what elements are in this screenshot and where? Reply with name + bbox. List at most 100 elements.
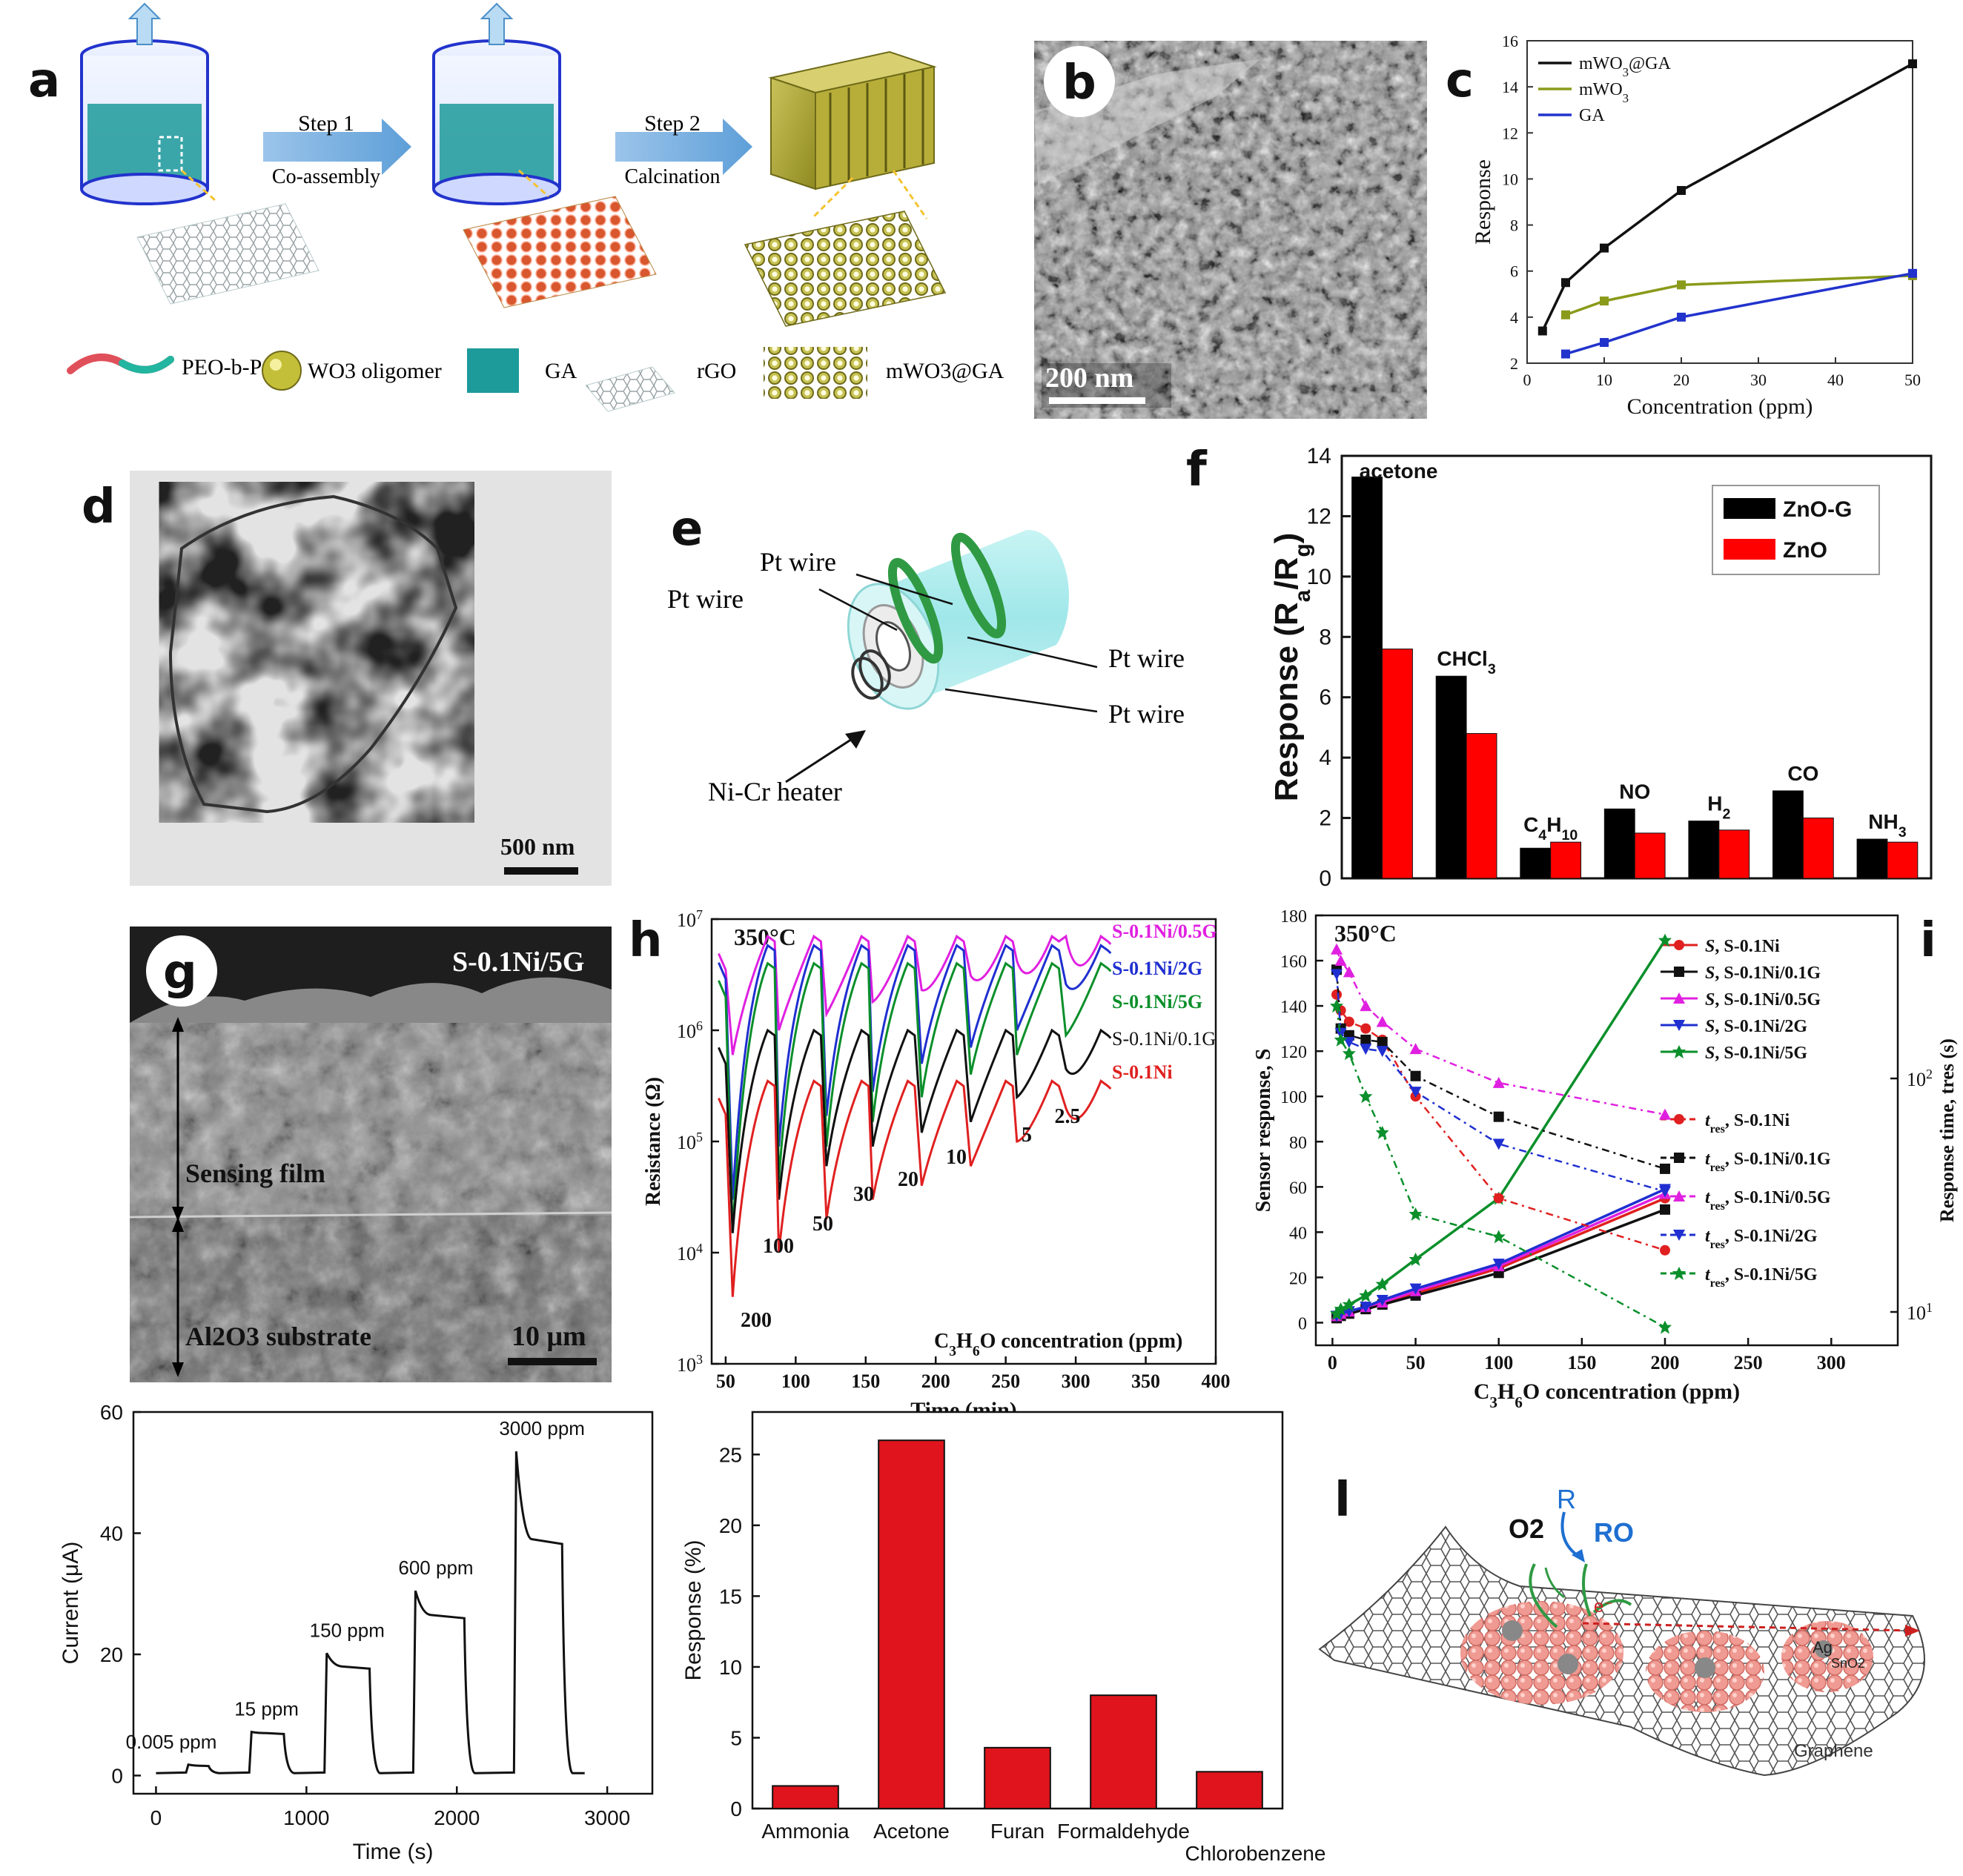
i-xtick-label: 0 bbox=[1328, 1352, 1337, 1373]
j-step-label: 0.005 ppm bbox=[126, 1731, 217, 1753]
step2-arrow: Step 2 Calcination bbox=[615, 111, 752, 188]
panel-a-legend: PEO-b-PS WO3 oligomer GA rGO mWO3@GA bbox=[67, 347, 1004, 412]
h-conc-label: 30 bbox=[853, 1183, 874, 1206]
h-xtick-label: 400 bbox=[1202, 1370, 1231, 1392]
c-ytick-label: 8 bbox=[1510, 216, 1518, 235]
panel-e-letter: e bbox=[671, 502, 703, 557]
i-legend-marker bbox=[1674, 940, 1684, 950]
f-category-label: acetone bbox=[1360, 460, 1438, 483]
f-ytick-label: 0 bbox=[1319, 866, 1331, 891]
panel-d-scale-label: 500 nm bbox=[500, 833, 575, 860]
panel-d-letter: d bbox=[82, 480, 116, 534]
i-point bbox=[1330, 999, 1344, 1013]
i-point bbox=[1375, 1126, 1389, 1140]
panel-e: e Pt wire Pt wire Pt wire Pt wire Ni-Cr … bbox=[667, 502, 1185, 806]
h-ylabel: Resistance (Ω) bbox=[642, 1077, 665, 1206]
panel-b-scale-label: 200 nm bbox=[1045, 362, 1133, 394]
c-series-line bbox=[1565, 274, 1913, 316]
k-category-label: Formaldehyde bbox=[1057, 1820, 1190, 1843]
i-point bbox=[1658, 1320, 1672, 1334]
i-series-line bbox=[1335, 1005, 1666, 1328]
i-point bbox=[1660, 1204, 1670, 1215]
f-bar bbox=[1382, 649, 1413, 879]
i-ytick-label: 180 bbox=[1280, 907, 1307, 927]
legend-ga: GA bbox=[545, 359, 577, 383]
c-xtick-label: 0 bbox=[1523, 371, 1532, 389]
k-bar bbox=[772, 1785, 839, 1809]
h-conc-label: 2.5 bbox=[1055, 1105, 1081, 1128]
h-conc-label: 200 bbox=[741, 1309, 772, 1332]
f-ytick-label: 14 bbox=[1307, 444, 1331, 468]
g-scale-label: 10 μm bbox=[512, 1321, 586, 1352]
e-label-pt-4: Pt wire bbox=[1108, 699, 1185, 729]
i-xtick-label: 100 bbox=[1484, 1352, 1513, 1373]
k-ytick-label: 15 bbox=[719, 1585, 742, 1608]
panel-l-letter: l bbox=[1334, 1473, 1351, 1528]
f-ytick-label: 6 bbox=[1319, 686, 1331, 710]
i-ytick-label: 100 bbox=[1280, 1088, 1307, 1107]
h-ytick-label: 105 bbox=[677, 1130, 703, 1153]
h-xtick-label: 350 bbox=[1131, 1370, 1160, 1392]
i-ytick-label: 60 bbox=[1289, 1179, 1307, 1198]
h-legend-label: S-0.1Ni/2G bbox=[1112, 958, 1202, 979]
i-legend-label: S, S-0.1Ni bbox=[1705, 937, 1780, 956]
step2-label: Step 2 bbox=[644, 111, 701, 136]
sensor-tube bbox=[847, 529, 1069, 710]
g-substrate-label: Al2O3 substrate bbox=[185, 1322, 371, 1351]
h-series-line bbox=[718, 934, 1112, 1055]
c-point bbox=[1908, 59, 1917, 69]
h-xtick-label: 150 bbox=[851, 1370, 880, 1392]
h-legend-label: S-0.1Ni/0.5G bbox=[1112, 921, 1217, 942]
ag-sno2-clusters bbox=[1460, 1601, 1873, 1712]
i-point bbox=[1360, 1302, 1372, 1313]
i-point bbox=[1659, 1108, 1671, 1120]
i-point bbox=[1658, 933, 1672, 947]
i-point bbox=[1331, 989, 1343, 1000]
i-ytick-label: 140 bbox=[1280, 998, 1307, 1017]
panel-a: a Step 1 Co-assembly bbox=[28, 2, 1004, 412]
f-ytick-label: 12 bbox=[1307, 504, 1331, 528]
step1-sub: Co-assembly bbox=[272, 165, 380, 188]
i-legend-label: S, S-0.1Ni/5G bbox=[1705, 1044, 1807, 1063]
step1-label: Step 1 bbox=[298, 111, 354, 136]
i-point bbox=[1660, 1163, 1670, 1174]
k-plot-frame bbox=[751, 1411, 1284, 1810]
i-legend-marker bbox=[1673, 1230, 1685, 1241]
c-ytick-label: 14 bbox=[1502, 78, 1518, 96]
chart-i: i 0 50 100 150 200 250 300 0 20 40 60 80 100 120 140 16… bbox=[1252, 907, 1958, 1411]
panel-h-letter: h bbox=[629, 913, 663, 968]
i-point bbox=[1359, 1090, 1373, 1104]
k-ytick-label: 25 bbox=[719, 1443, 742, 1466]
panel-b-letter: b bbox=[1062, 56, 1096, 110]
i-point bbox=[1492, 1230, 1506, 1244]
i-point bbox=[1342, 1047, 1356, 1061]
i-point bbox=[1376, 1046, 1388, 1058]
i-point bbox=[1334, 1033, 1348, 1047]
c-point bbox=[1677, 185, 1686, 195]
c-ytick-label: 2 bbox=[1510, 354, 1518, 373]
j-ytick-label: 20 bbox=[100, 1643, 123, 1666]
i-point bbox=[1331, 969, 1343, 981]
i-point bbox=[1359, 1288, 1373, 1302]
i-legend-marker bbox=[1672, 1045, 1686, 1058]
f-bar bbox=[1634, 832, 1666, 879]
chart-h: h 50 100 150 200 250 300 350 400103104105106107… bbox=[629, 907, 1231, 1422]
i-legend-marker bbox=[1673, 992, 1685, 1004]
h-conc-label: 10 bbox=[946, 1146, 967, 1169]
i-legend-marker bbox=[1673, 1190, 1685, 1201]
i-point bbox=[1360, 1034, 1371, 1045]
panel-l: l O2 R RO e⁻ Ag SnO2 Graphene bbox=[1318, 1473, 1925, 1777]
e-label-pt-2: Pt wire bbox=[667, 584, 744, 614]
chart-c: c 0 10 20 30 40 50 2 4 6 8 10 12 14 16 Concentration (… bbox=[1446, 32, 1921, 419]
h-conc-label: 5 bbox=[1022, 1124, 1032, 1147]
h-ytick-label: 107 bbox=[677, 907, 703, 931]
f-bar bbox=[1772, 790, 1804, 879]
j-xtick-label: 3000 bbox=[584, 1806, 630, 1829]
i-point bbox=[1410, 1070, 1421, 1081]
panel-b: 200 nm b bbox=[1034, 41, 1427, 419]
panel-c-letter: c bbox=[1446, 53, 1474, 108]
l-sno2: SnO2 bbox=[1831, 1656, 1865, 1671]
f-bar bbox=[1718, 829, 1750, 879]
